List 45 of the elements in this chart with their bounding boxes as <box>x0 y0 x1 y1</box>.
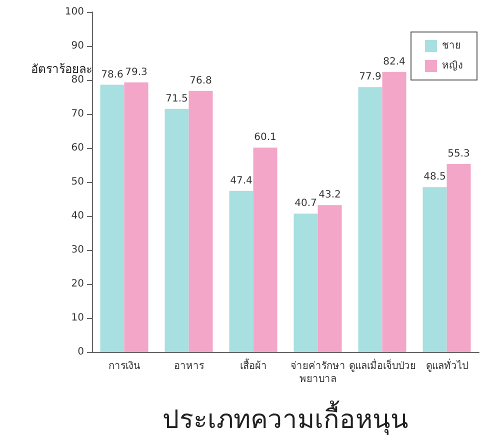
bar <box>253 148 278 352</box>
bar <box>229 190 254 352</box>
bar <box>422 187 447 352</box>
data-label: 55.3 <box>448 148 470 160</box>
data-label: 77.9 <box>359 72 382 83</box>
x-tick-label: การเงิน <box>108 361 140 372</box>
x-tick-label: จ่ายค่ารักษา พยาบาล <box>290 361 346 385</box>
y-tick-label: 0 <box>78 346 84 358</box>
y-tick-label: 90 <box>71 40 84 52</box>
legend-label: หญิง <box>442 60 463 72</box>
y-tick-label: 100 <box>64 6 84 18</box>
bar <box>318 205 342 352</box>
y-axis-title: อัตราร้อยละ <box>31 62 92 76</box>
bar <box>100 84 124 352</box>
y-tick-label: 10 <box>71 312 84 324</box>
y-tick-label: 30 <box>71 244 84 256</box>
bar <box>358 87 382 352</box>
bar <box>382 72 406 352</box>
y-tick-label: 20 <box>71 278 84 290</box>
x-tick-label: อาหาร <box>174 361 205 372</box>
bar <box>124 82 148 352</box>
data-label: 79.3 <box>125 66 148 78</box>
data-label: 40.7 <box>294 198 317 210</box>
legend-label: ชาย <box>442 40 461 52</box>
y-tick-label: 40 <box>71 210 84 222</box>
x-tick-label: ดูแลทั่วไป <box>426 358 468 372</box>
data-label: 82.4 <box>383 56 406 68</box>
data-label: 47.4 <box>230 175 252 186</box>
bar <box>294 214 318 352</box>
data-label: 78.6 <box>101 69 124 80</box>
y-tick-label: 50 <box>71 176 84 188</box>
data-label: 76.8 <box>190 75 212 86</box>
y-tick-label: 70 <box>71 108 84 120</box>
bar <box>164 108 189 352</box>
data-label: 71.5 <box>166 93 188 104</box>
bar <box>188 90 213 352</box>
y-tick-label: 80 <box>71 74 84 86</box>
data-label: 48.5 <box>424 172 446 183</box>
y-tick-label: 60 <box>71 142 84 154</box>
x-axis-title: ประเภทความเกื้อหนุน <box>162 400 408 435</box>
data-label: 43.2 <box>318 190 341 201</box>
x-tick-label: ดูแลเมื่อเจ็บป่วย <box>348 358 416 372</box>
x-tick-label: เสื้อผ้า <box>240 358 267 372</box>
bar <box>446 164 471 352</box>
data-label: 60.1 <box>254 132 276 144</box>
